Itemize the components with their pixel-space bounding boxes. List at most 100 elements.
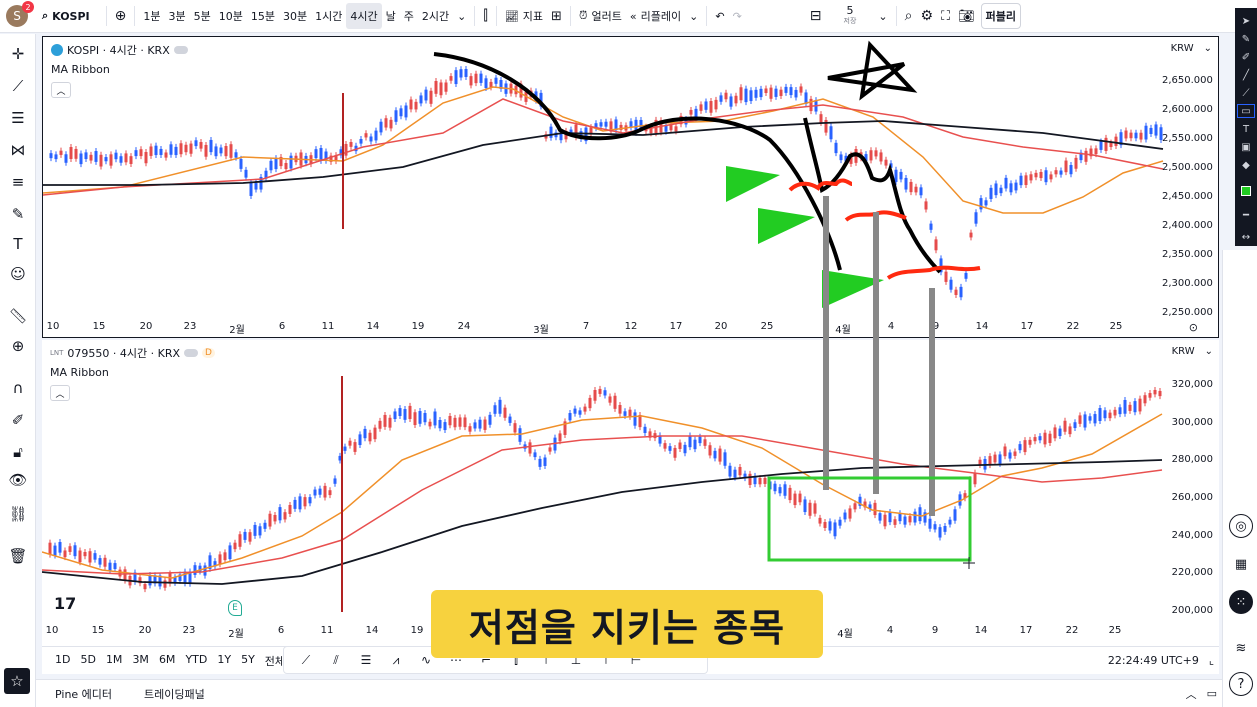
pattern-icon[interactable]: ⩘	[392, 652, 400, 667]
symbol-search[interactable]: ⌕ KOSPI	[38, 3, 94, 29]
templates-button[interactable]: ⊞	[547, 3, 566, 29]
pattern-icon[interactable]: ⋈	[10, 141, 26, 159]
alerts-button[interactable]: ⏰︎ 얼러트	[575, 3, 626, 29]
interval-2h[interactable]: 2시간	[421, 10, 450, 23]
pane1-indicator-label[interactable]: MA Ribbon	[51, 63, 110, 76]
fib-icon[interactable]: ≡	[11, 173, 25, 191]
apps-grid-icon[interactable]: ⁙	[1229, 590, 1253, 614]
range-ytd[interactable]: YTD	[185, 652, 208, 666]
range-1y[interactable]: 1Y	[217, 652, 232, 666]
range-6m[interactable]: 6M	[158, 652, 176, 666]
waves-icon[interactable]: ∿	[420, 653, 432, 667]
range-5y[interactable]: 5Y	[241, 652, 255, 666]
magnet-icon[interactable]: ∩	[12, 379, 24, 397]
brush-icon[interactable]: ⟋	[1242, 87, 1250, 99]
text-icon[interactable]: T	[13, 235, 23, 253]
chevron-up-icon[interactable]: ︿	[1185, 687, 1197, 701]
lock-drawing-icon[interactable]: ✐	[11, 411, 25, 429]
chart-type-button[interactable]: ⫿	[479, 3, 491, 29]
undo-button[interactable]: ↶	[711, 3, 728, 29]
maximize-panel-icon[interactable]: ▭	[1206, 687, 1217, 700]
help-icon[interactable]: ?	[1229, 672, 1253, 696]
legend-toggle-button[interactable]: ︿	[50, 385, 70, 401]
range-5d[interactable]: 5D	[80, 652, 96, 666]
long-position-icon[interactable]: ⊺	[542, 653, 550, 667]
bars-pattern-icon[interactable]: ⫾	[514, 652, 518, 667]
quick-search-button[interactable]: ⌕	[901, 3, 917, 29]
range-1m[interactable]: 1M	[105, 652, 123, 666]
line-icon[interactable]: ⟋	[301, 652, 311, 667]
kospi-pane[interactable]: KOSPI · 4시간 · KRX MA Ribbon ︿ KRW ⌄ 2,650…	[42, 36, 1219, 338]
pane2-indicator-label[interactable]: MA Ribbon	[50, 366, 109, 379]
tradingview-logo-icon[interactable]: 17	[54, 594, 77, 613]
tab-trading-panel[interactable]: 트레이딩패널	[144, 687, 205, 701]
range-전체[interactable]: 전체	[264, 654, 286, 668]
dividend-badge[interactable]: D	[202, 348, 215, 358]
green-color-swatch[interactable]	[1238, 184, 1254, 198]
expand-icon[interactable]: ↔	[1241, 231, 1251, 243]
lock-icon[interactable]: 🔓︎	[13, 443, 23, 461]
collapse-pill-icon[interactable]	[184, 349, 199, 357]
forecast-icon[interactable]: ⊤	[600, 653, 612, 667]
link-icon[interactable]: ⛓︎	[8, 505, 28, 523]
range-icon[interactable]: ⊢	[630, 653, 642, 667]
redo-button[interactable]: ↷	[729, 3, 746, 29]
rectangle-icon[interactable]: ▭	[1237, 104, 1255, 118]
short-position-icon[interactable]: ⊥	[570, 653, 582, 667]
brush-icon[interactable]: ✎	[11, 205, 25, 223]
earnings-marker[interactable]: E	[228, 600, 242, 616]
favorites-star-icon[interactable]: ☆	[4, 668, 30, 694]
pane2-currency[interactable]: KRW ⌄	[1172, 346, 1213, 357]
range-3m[interactable]: 3M	[132, 652, 149, 666]
interval-1m[interactable]: 1분	[143, 10, 161, 23]
fib-icon[interactable]: ☰	[360, 653, 372, 667]
interval-dropdown[interactable]: ⌄	[453, 3, 470, 29]
interval-10m[interactable]: 10분	[218, 10, 243, 23]
interval-5m[interactable]: 5분	[193, 10, 211, 23]
trash-icon[interactable]: 🗑︎	[8, 547, 28, 565]
marker-icon[interactable]: ✐	[1241, 51, 1251, 63]
interval-day[interactable]: 날	[385, 10, 396, 23]
crosshair-icon[interactable]: ✛	[11, 45, 25, 63]
layout-dropdown[interactable]: ⌄	[874, 3, 891, 29]
interval-week[interactable]: 주	[403, 10, 414, 23]
horizontal-lines-icon[interactable]: ☰	[11, 109, 25, 127]
layout-button[interactable]: ⊟	[806, 3, 826, 29]
interval-30m[interactable]: 30분	[283, 10, 308, 23]
camera-icon[interactable]: ▣	[1241, 141, 1251, 153]
zoom-in-icon[interactable]: ⊕	[11, 337, 25, 355]
projection-icon[interactable]: ⌐	[480, 653, 492, 667]
interval-1h[interactable]: 1시간	[315, 10, 343, 23]
emoji-icon[interactable]: ☺︎	[10, 265, 26, 283]
range-1d[interactable]: 1D	[55, 652, 71, 666]
signal-icon[interactable]: ≋	[1235, 640, 1247, 656]
save-layout-button[interactable]: 5 저장	[840, 1, 861, 31]
ruler-icon[interactable]: 📏︎	[8, 307, 28, 325]
legend-toggle-button[interactable]: ︿	[51, 82, 71, 98]
snapshot-button[interactable]: 📷︎	[954, 3, 979, 29]
interval-3m[interactable]: 3분	[168, 10, 186, 23]
eraser-icon[interactable]: ◆	[1242, 159, 1250, 171]
auto-scale-icon[interactable]: ⊙	[1188, 321, 1198, 334]
collapse-pill-icon[interactable]	[173, 46, 188, 54]
text-icon[interactable]: T	[1242, 123, 1250, 135]
calendar-icon[interactable]: ▦	[1234, 556, 1248, 572]
line-width-icon[interactable]: ━	[1242, 209, 1250, 221]
kospi-chart-canvas[interactable]	[43, 37, 1220, 339]
trendline-icon[interactable]: ⟋	[12, 77, 24, 95]
tab-pine-editor[interactable]: Pine 에디터	[55, 687, 113, 701]
interval-4h[interactable]: 4시간	[346, 3, 382, 29]
line-icon[interactable]: ╱	[1242, 69, 1250, 81]
fullscreen-bottom-icon[interactable]: ⌞	[1208, 654, 1214, 667]
replay-button[interactable]: «리플레이 ⌄	[626, 3, 702, 29]
indicators-button[interactable]: 📈︎ 지표	[501, 3, 547, 29]
pane1-currency[interactable]: KRW ⌄	[1171, 43, 1212, 54]
ray-icon[interactable]: ⫽	[333, 652, 339, 667]
timezone-clock[interactable]: 22:24:49 UTC+9	[1107, 654, 1199, 667]
interval-15m[interactable]: 15분	[250, 10, 275, 23]
target-icon[interactable]: ◎	[1229, 514, 1253, 538]
compare-button[interactable]: ⊕	[111, 3, 131, 29]
pencil-icon[interactable]: ✎	[1241, 33, 1251, 45]
eye-icon[interactable]: 👁︎	[8, 471, 28, 489]
